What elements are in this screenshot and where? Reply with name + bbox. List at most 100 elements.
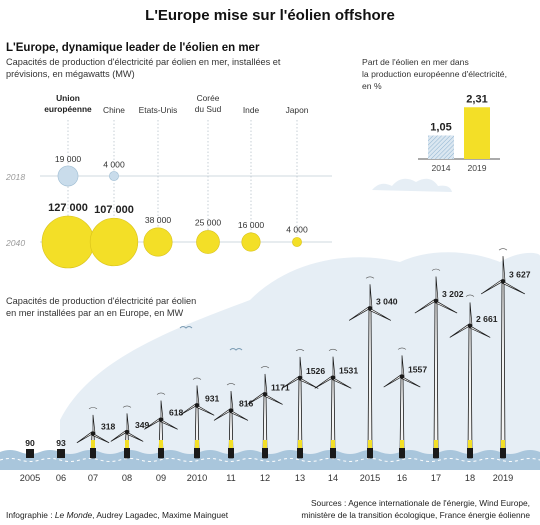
turbine-tower (433, 300, 439, 459)
turbine-band (125, 440, 129, 448)
turbine-band (159, 440, 163, 448)
year-label: 11 (226, 473, 236, 483)
bubble-2040 (292, 237, 302, 247)
share-bar-label: 1,05 (430, 121, 451, 133)
turbine-mark (122, 405, 132, 408)
turbine-hub (228, 408, 234, 413)
category-label: Union (56, 93, 80, 103)
turbine-value-label: 3 040 (376, 296, 398, 306)
turbine: 931 2010 (179, 377, 220, 483)
bubble-2018 (109, 171, 119, 181)
credits-newspaper: Le Monde (54, 510, 93, 520)
turbine-mark (431, 268, 441, 271)
turbine-value-label: 931 (205, 393, 220, 403)
bubble-label-2040: 16 000 (238, 220, 265, 230)
share-title-line2: la production européenne d'électricité, (362, 69, 507, 79)
turbine-value-label: 618 (169, 408, 184, 418)
year-label: 07 (88, 473, 98, 483)
turbine-value-label: 3 202 (442, 289, 464, 299)
bird-icon (229, 348, 243, 351)
turbine: 1171 12 (247, 366, 290, 483)
turbine-mark (498, 248, 508, 251)
turbine-tower (367, 307, 373, 459)
turbine-mark (295, 349, 305, 352)
turbine: 1557 16 (383, 347, 427, 483)
year-label: 13 (295, 473, 305, 483)
share-bar-label: 2,31 (466, 93, 487, 105)
turbine-band (331, 440, 335, 448)
turbine-tower (467, 325, 473, 459)
sources-line1: Sources : Agence internationale de l'éne… (310, 498, 530, 508)
turbine-base (500, 448, 506, 458)
year-label: 18 (465, 473, 475, 483)
year-label: 17 (431, 473, 441, 483)
turbine-hub (194, 403, 200, 408)
turbine-base (467, 448, 473, 458)
year-label: 2005 (20, 473, 40, 483)
turbine-mark (397, 347, 407, 350)
turbine-mark (88, 407, 98, 410)
turbine-value-label: 2 661 (476, 314, 498, 324)
sea-waves (0, 458, 540, 462)
turbine-hub (124, 429, 130, 435)
bubble-label-2040: 107 000 (94, 204, 134, 216)
bubble-2040 (143, 227, 173, 257)
share-category-label: 2019 (467, 163, 486, 173)
bubble-2040 (241, 232, 261, 252)
turbine-base (433, 448, 439, 458)
turbine-hub (262, 392, 268, 397)
turbine-band (468, 440, 472, 448)
turbine-mark (260, 366, 270, 369)
bubble-label-2018: 19 000 (55, 154, 82, 164)
turbine-band (368, 440, 372, 448)
bubble-label-2040: 25 000 (195, 217, 222, 227)
turbine-hub (330, 375, 336, 380)
share-title-line1: Part de l'éolien en mer dans (362, 57, 469, 67)
turbine: 90 2005 (20, 438, 40, 483)
turbine-band (263, 440, 267, 448)
section2-subtitle-line1: Capacités de production d'électricité pa… (6, 296, 197, 306)
section2-subtitle-line2: en mer installées par an en Europe, en M… (6, 308, 184, 318)
turbine-hub (500, 279, 506, 284)
credits-prefix: Infographie : (6, 510, 55, 520)
category-label: Japon (286, 105, 309, 115)
category-label: européenne (44, 104, 92, 114)
turbine: 349 08 (110, 405, 150, 483)
category-label: du Sud (195, 104, 222, 114)
turbine-base (90, 448, 96, 458)
turbine: 816 11 (213, 383, 254, 483)
year-label: 09 (156, 473, 166, 483)
turbine: 3 202 17 (414, 268, 464, 483)
share-title-line3: en % (362, 81, 382, 91)
share-bar-chart: 1,05 2014 2,31 2019 (428, 93, 490, 173)
section1-subtitle-line2: prévisions, en mégawatts (MW) (6, 69, 135, 79)
turbine-band (501, 440, 505, 448)
turbine-mark (365, 276, 375, 279)
turbine: 2 661 18 (449, 294, 498, 483)
turbine: 3 040 2015 (348, 276, 398, 483)
turbine-base (124, 448, 130, 458)
turbine-mark (226, 383, 236, 386)
turbine-value-label: 1171 (271, 382, 290, 392)
turbine-band (229, 440, 233, 448)
row-label-2040: 2040 (5, 238, 25, 248)
turbine: 618 09 (144, 392, 184, 483)
year-label: 06 (56, 473, 66, 483)
turbine-value-label: 318 (101, 422, 116, 432)
turbine-hub (433, 298, 439, 304)
share-category-label: 2014 (431, 163, 450, 173)
year-label: 2019 (493, 473, 513, 483)
turbine-mark (192, 377, 202, 380)
turbine-base (158, 448, 164, 458)
year-label: 08 (122, 473, 132, 483)
turbine-base (367, 448, 373, 458)
turbine-value-label: 1526 (306, 366, 325, 376)
share-bar (428, 135, 454, 159)
turbine-value-label: 3 627 (509, 269, 531, 279)
bubble-2018 (57, 165, 79, 187)
section1-title: L'Europe, dynamique leader de l'éolien e… (6, 42, 260, 54)
year-label: 14 (328, 473, 338, 483)
